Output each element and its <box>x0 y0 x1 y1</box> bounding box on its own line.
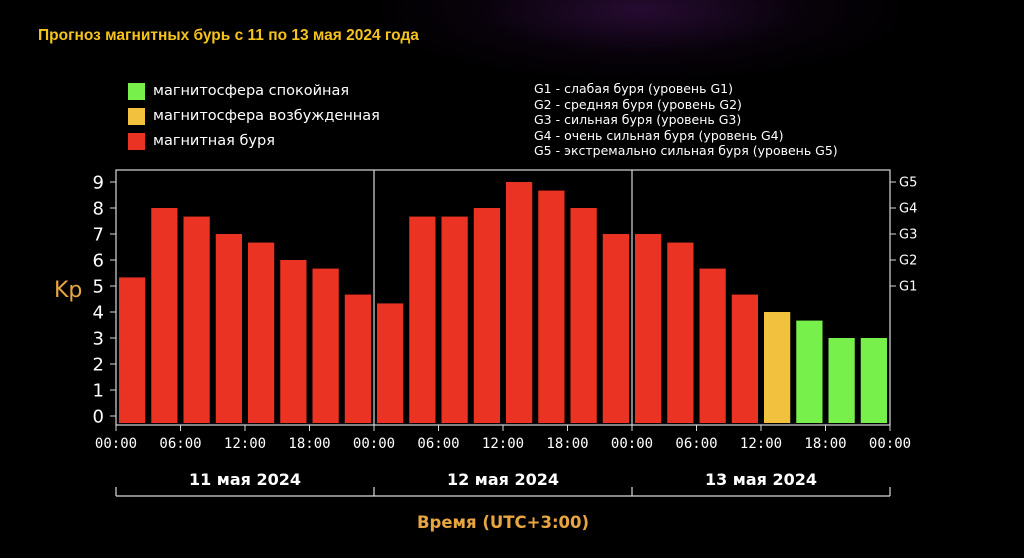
x-tick-label: 00:00 <box>353 436 395 452</box>
legend-item-storm: магнитная буря <box>128 132 275 150</box>
kp-bar <box>538 190 565 423</box>
kp-bar <box>151 208 178 423</box>
x-axis-label: Время (UTC+3:00) <box>417 513 589 532</box>
kp-bar <box>215 234 242 423</box>
g-tick-label: G1 <box>899 280 917 295</box>
legend-item-active: магнитосфера возбужденная <box>128 107 380 125</box>
y-tick-label: 1 <box>93 381 104 402</box>
x-tick-label: 18:00 <box>804 436 846 452</box>
y-tick-label: 7 <box>93 225 104 246</box>
legend-swatch-quiet <box>128 82 145 100</box>
kp-bar <box>860 338 887 423</box>
g-level-legend-item: G3 - сильная буря (уровень G3) <box>534 112 742 127</box>
g-tick-label: G4 <box>899 202 917 217</box>
page-title: Прогноз магнитных бурь с 11 по 13 мая 20… <box>38 27 419 44</box>
x-tick-label: 06:00 <box>159 436 201 452</box>
y-tick-label: 3 <box>93 329 104 350</box>
kp-bar <box>312 268 339 423</box>
x-tick-label: 12:00 <box>482 436 524 452</box>
g-level-legend-item: G1 - слабая буря (уровень G1) <box>534 81 733 96</box>
x-tick-label: 00:00 <box>869 436 911 452</box>
kp-bar <box>344 294 371 423</box>
legend-swatch-active <box>128 107 145 125</box>
day-label: 11 мая 2024 <box>189 470 301 489</box>
legend-swatch-storm <box>128 132 145 150</box>
x-tick-label: 06:00 <box>417 436 459 452</box>
y-tick-label: 2 <box>93 355 104 376</box>
x-tick-label: 00:00 <box>95 436 137 452</box>
kp-bar <box>731 294 758 423</box>
x-tick-label: 18:00 <box>288 436 330 452</box>
chart-bars <box>119 182 887 423</box>
x-tick-label: 18:00 <box>546 436 588 452</box>
g-tick-label: G5 <box>899 176 917 191</box>
y-axis-label: Kp <box>54 278 82 303</box>
kp-bar <box>409 216 436 423</box>
kp-bar <box>828 338 855 423</box>
day-label: 13 мая 2024 <box>705 470 817 489</box>
day-label: 12 мая 2024 <box>447 470 559 489</box>
legend-label-storm: магнитная буря <box>153 133 275 149</box>
y-tick-label: 8 <box>93 199 104 220</box>
g-level-legend-item: G5 - экстремально сильная буря (уровень … <box>534 143 838 158</box>
kp-bar <box>602 234 629 423</box>
kp-bar <box>183 216 210 423</box>
g-level-legend-item: G4 - очень сильная буря (уровень G4) <box>534 127 784 143</box>
g-tick-label: G2 <box>899 254 917 269</box>
kp-bar <box>506 182 533 423</box>
kp-bar <box>248 242 275 423</box>
kp-bar <box>119 277 146 423</box>
y-tick-label: 6 <box>93 251 104 272</box>
kp-bar <box>570 208 597 423</box>
kp-bar <box>473 208 500 423</box>
x-tick-label: 12:00 <box>740 436 782 452</box>
kp-bar <box>635 234 662 423</box>
y-tick-label: 0 <box>93 407 104 428</box>
y-tick-label: 5 <box>93 277 104 298</box>
y-tick-label: 4 <box>93 303 104 324</box>
kp-bar <box>796 320 823 423</box>
legend-label-active: магнитосфера возбужденная <box>153 108 380 124</box>
kp-bar <box>667 242 694 423</box>
x-tick-label: 00:00 <box>611 436 653 452</box>
x-tick-label: 12:00 <box>224 436 266 452</box>
g-level-legend: G1 - слабая буря (уровень G1) G2 - средн… <box>534 81 838 159</box>
kp-bar <box>764 312 791 423</box>
y-tick-label: 9 <box>93 173 104 194</box>
kp-bar <box>441 216 468 423</box>
chart-axes: 0 1 2 3 4 5 6 7 8 9 G1 G2 G3 G4 G5 00:00 06:00 12:00 18:00… <box>93 173 917 497</box>
kp-bar <box>377 303 404 423</box>
g-level-legend-item: G2 - средняя буря (уровень G2) <box>534 96 742 112</box>
legend-label-quiet: магнитосфера спокойная <box>153 83 350 99</box>
x-tick-label: 06:00 <box>675 436 717 452</box>
kp-bar <box>280 260 307 423</box>
kp-bar <box>699 268 726 423</box>
legend-item-quiet: магнитосфера спокойная <box>128 82 349 100</box>
g-tick-label: G3 <box>899 228 917 243</box>
